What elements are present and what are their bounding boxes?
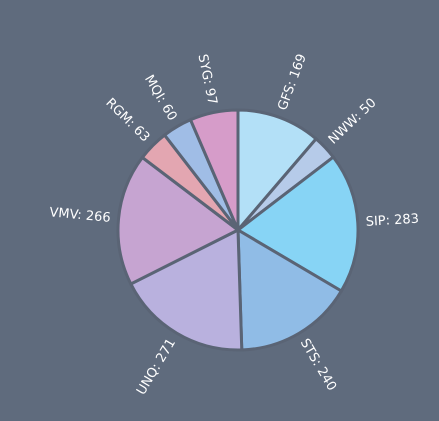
slice-label: VMV: 266 (49, 205, 111, 226)
pie-slice (235, 155, 360, 294)
pie-slice (236, 227, 344, 352)
pie-slice (188, 108, 240, 231)
slice-label: SIP: 283 (365, 212, 419, 230)
pie-slice (236, 108, 319, 235)
pie-slice (116, 155, 241, 286)
pie-slice (128, 227, 244, 352)
